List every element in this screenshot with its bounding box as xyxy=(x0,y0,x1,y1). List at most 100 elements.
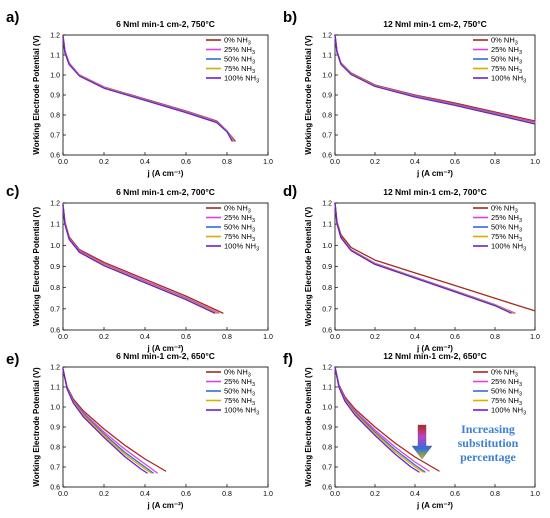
y-tick-label: 0.7 xyxy=(50,133,60,140)
y-tick-label: 1.1 xyxy=(322,385,332,392)
x-tick-label: 0.6 xyxy=(181,159,191,166)
y-tick-label: 0.9 xyxy=(50,93,60,100)
x-axis-label: j (A cm⁻²) xyxy=(147,501,184,510)
series-line-0 xyxy=(62,368,167,472)
y-tick-label: 0.9 xyxy=(322,425,332,432)
series-line-3 xyxy=(334,366,424,473)
y-axis-label: Working Electrode Potential (V) xyxy=(304,35,313,155)
x-tick-label: 0.6 xyxy=(450,334,460,341)
panel-title: 6 Nml min-1 cm-2, 750°C xyxy=(116,19,215,29)
y-tick-label: 0.9 xyxy=(322,264,332,271)
legend-entry: 50% NH3 xyxy=(491,387,522,398)
y-axis-label: Working Electrode Potential (V) xyxy=(32,206,41,326)
y-tick-label: 0.9 xyxy=(50,425,60,432)
y-tick-label: 1.1 xyxy=(322,222,332,229)
y-tick-label: 1.0 xyxy=(322,73,332,80)
series-line-3 xyxy=(62,204,218,314)
y-tick-label: 0.6 xyxy=(50,153,60,160)
y-axis-label: Working Electrode Potential (V) xyxy=(32,367,41,487)
legend-entry: 0% NH3 xyxy=(224,368,251,379)
y-tick-label: 0.8 xyxy=(50,285,60,292)
legend-entry: 0% NH3 xyxy=(224,204,251,215)
series-line-3 xyxy=(62,368,152,474)
y-tick-label: 0.7 xyxy=(50,465,60,472)
series-line-2 xyxy=(62,36,234,142)
series-line-1 xyxy=(334,366,430,472)
x-tick-label: 0.0 xyxy=(58,159,68,166)
x-tick-label: 0.4 xyxy=(140,334,150,341)
x-tick-label: 0.2 xyxy=(99,334,109,341)
down-arrow-icon xyxy=(411,424,433,460)
x-tick-label: 1.0 xyxy=(530,159,540,166)
x-tick-label: 1.0 xyxy=(263,334,273,341)
x-tick-label: 1.0 xyxy=(263,159,273,166)
panel-b: b) 12 Nml min-1 cm-2, 750°C 0.0 0.2 0.4 0.6 0.… xyxy=(283,9,540,178)
y-tick-label: 1.2 xyxy=(322,365,332,372)
x-tick-label: 0.8 xyxy=(490,159,500,166)
y-tick-label: 0.6 xyxy=(50,485,60,492)
x-tick-label: 1.0 xyxy=(530,491,540,498)
legend-entry: 25% NH3 xyxy=(491,213,522,224)
legend-entry: 75% NH3 xyxy=(491,396,522,407)
panel-title: 6 Nml min-1 cm-2, 650°C xyxy=(116,351,215,361)
x-tick-label: 1.0 xyxy=(530,334,540,341)
y-tick-label: 0.7 xyxy=(322,465,332,472)
legend-entry: 75% NH3 xyxy=(224,64,255,75)
legend-entry: 75% NH3 xyxy=(224,396,255,407)
panel-letter: f) xyxy=(283,351,293,368)
legend-entry: 100% NH3 xyxy=(224,406,259,417)
legend-entry: 50% NH3 xyxy=(491,55,522,66)
x-axis-label: j (A cm⁻²) xyxy=(416,344,453,353)
y-tick-label: 0.7 xyxy=(50,306,60,313)
y-tick-label: 1.1 xyxy=(50,53,60,60)
x-tick-label: 0.2 xyxy=(99,159,109,166)
panel-a: a) 6 Nml min-1 cm-2, 750°C 0.0 0.2 0.4 0.6 0.8… xyxy=(6,9,273,178)
legend-entry: 25% NH3 xyxy=(224,45,255,56)
x-axis-label: j (A cm⁻²) xyxy=(416,169,453,178)
y-tick-label: 1.1 xyxy=(50,385,60,392)
series-line-4 xyxy=(334,34,536,125)
y-tick-label: 1.2 xyxy=(322,201,332,208)
x-tick-label: 0.2 xyxy=(370,334,380,341)
series-line-2 xyxy=(62,204,218,314)
x-tick-label: 0.2 xyxy=(370,491,380,498)
legend-entry: 50% NH3 xyxy=(224,387,255,398)
y-tick-label: 1.2 xyxy=(50,33,60,40)
legend-entry: 25% NH3 xyxy=(224,213,255,224)
legend-entry: 75% NH3 xyxy=(491,64,522,75)
x-tick-label: 0.4 xyxy=(140,491,150,498)
legend-entry: 50% NH3 xyxy=(224,55,255,66)
series-line-4 xyxy=(334,366,420,473)
y-tick-label: 1.1 xyxy=(322,53,332,60)
y-tick-label: 0.9 xyxy=(50,264,60,271)
panel-title: 12 Nml min-1 cm-2, 750°C xyxy=(383,19,487,29)
x-tick-label: 0.6 xyxy=(181,334,191,341)
x-tick-label: 0.8 xyxy=(222,159,232,166)
legend-entry: 50% NH3 xyxy=(224,223,255,234)
x-tick-label: 0.0 xyxy=(330,491,340,498)
y-tick-label: 1.1 xyxy=(50,222,60,229)
panel-letter: c) xyxy=(6,183,19,200)
panel-letter: b) xyxy=(283,9,297,26)
annotation-text: Increasing xyxy=(461,422,515,436)
series-line-4 xyxy=(62,204,216,314)
y-tick-label: 1.0 xyxy=(50,73,60,80)
x-tick-label: 0.2 xyxy=(370,159,380,166)
series-line-2 xyxy=(334,202,514,314)
x-tick-label: 0.8 xyxy=(490,491,500,498)
x-axis-label: j (A cm⁻²) xyxy=(416,501,453,510)
y-tick-label: 1.2 xyxy=(50,201,60,208)
legend-entry: 25% NH3 xyxy=(224,377,255,388)
annotation-text: substitution xyxy=(458,436,519,450)
y-tick-label: 0.8 xyxy=(322,113,332,120)
y-tick-label: 0.8 xyxy=(322,285,332,292)
legend-entry: 0% NH3 xyxy=(491,36,518,47)
x-tick-label: 1.0 xyxy=(263,491,273,498)
y-tick-label: 0.6 xyxy=(322,153,332,160)
legend-entry: 25% NH3 xyxy=(491,45,522,56)
y-tick-label: 1.2 xyxy=(322,33,332,40)
y-tick-label: 1.0 xyxy=(50,243,60,250)
legend-entry: 100% NH3 xyxy=(224,242,259,253)
y-tick-label: 0.6 xyxy=(50,328,60,335)
